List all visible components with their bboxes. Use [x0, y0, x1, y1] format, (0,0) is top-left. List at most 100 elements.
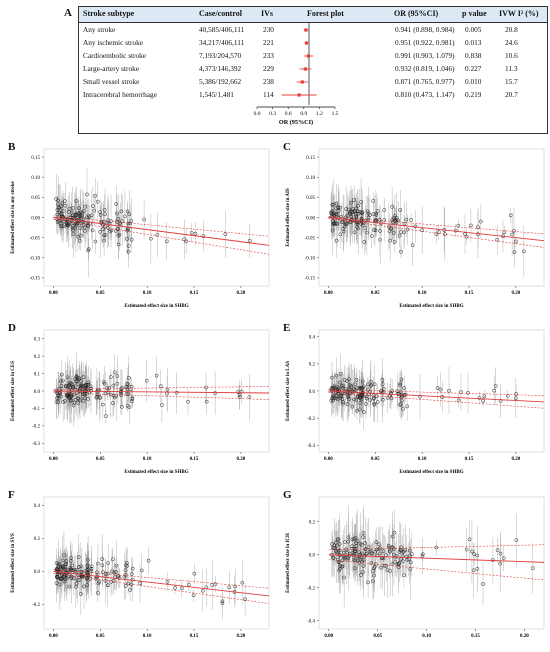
data-point	[334, 201, 339, 206]
data-point	[344, 221, 349, 226]
data-point	[456, 223, 461, 228]
y-tick-label: 0.00	[31, 216, 40, 221]
table-cell-or-text: 0.991 (0.903, 1.079)	[395, 51, 455, 60]
data-point	[77, 578, 82, 582]
y-tick-label: 0.0	[34, 570, 41, 575]
data-point	[346, 556, 351, 560]
x-axis-label: Estimated effect size in SHBG	[399, 470, 463, 475]
data-point	[96, 561, 100, 566]
data-point	[59, 384, 64, 388]
data-point	[54, 581, 59, 585]
data-point	[98, 229, 103, 234]
data-point	[130, 577, 135, 582]
data-point	[130, 566, 135, 571]
forest-point	[304, 41, 309, 45]
data-point	[79, 379, 84, 384]
data-point	[108, 392, 113, 397]
forest-point	[300, 80, 304, 84]
data-point	[115, 381, 120, 386]
header-or: OR (95%CI)	[394, 9, 439, 18]
y-tick-label: -0.1	[32, 407, 40, 412]
data-point	[68, 396, 72, 401]
table-cell-ivs: 229	[263, 64, 274, 73]
y-tick-label: 0.2	[34, 355, 41, 360]
data-point	[349, 210, 354, 215]
data-point	[89, 564, 94, 569]
data-point	[340, 383, 344, 388]
forest-point	[304, 28, 308, 32]
data-point	[101, 220, 106, 224]
data-point	[365, 209, 370, 214]
data-point	[492, 388, 497, 393]
forest-tick-label: 1.5	[332, 111, 339, 117]
data-point	[477, 396, 482, 400]
forest-tick-label: 1.2	[316, 111, 323, 117]
data-point	[405, 404, 409, 409]
data-point	[409, 217, 413, 222]
data-point	[392, 216, 397, 220]
data-point	[102, 381, 107, 386]
data-point	[337, 388, 341, 393]
data-point	[453, 228, 458, 233]
data-point	[400, 559, 405, 563]
data-point	[55, 567, 60, 572]
data-point	[193, 231, 198, 236]
x-axis-label: Estimated effect size in SHBG	[124, 304, 188, 309]
data-point	[55, 572, 60, 577]
data-point	[364, 394, 369, 399]
data-point	[114, 394, 119, 398]
data-point	[103, 224, 107, 229]
data-point	[115, 211, 119, 216]
data-point	[378, 551, 382, 556]
data-point	[77, 565, 81, 569]
ci-lower-line	[53, 218, 270, 255]
data-point	[113, 575, 117, 580]
fit-line	[328, 554, 545, 563]
data-point	[64, 561, 69, 566]
data-point	[63, 199, 67, 203]
data-point	[396, 565, 401, 569]
data-point	[117, 232, 122, 237]
x-tick-label: 0.00	[324, 291, 333, 296]
data-point	[335, 538, 340, 542]
data-point	[365, 230, 369, 235]
data-point	[361, 531, 366, 535]
y-tick-label: -0.2	[32, 425, 40, 430]
data-point	[374, 213, 379, 217]
data-point	[240, 580, 245, 585]
x-tick-label: 0.20	[512, 457, 521, 462]
panel-a-letter: A	[64, 7, 72, 19]
data-point	[85, 215, 89, 220]
data-point	[102, 208, 107, 212]
data-point	[352, 551, 357, 556]
data-point	[95, 591, 100, 595]
data-point	[397, 233, 402, 238]
data-point	[65, 375, 70, 380]
header-p-value: p value	[462, 9, 487, 18]
data-point	[330, 203, 335, 207]
y-tick-label: -0.15	[30, 277, 41, 282]
forest-point	[303, 67, 308, 71]
data-point	[381, 386, 386, 391]
data-point	[83, 225, 87, 230]
x-tick-label: 0.00	[324, 634, 333, 639]
panel-f-letter: F	[8, 489, 15, 501]
data-point	[512, 250, 517, 254]
data-point	[158, 384, 163, 388]
x-tick-label: 0.05	[96, 457, 105, 462]
data-point	[379, 565, 383, 570]
data-point	[359, 210, 364, 215]
y-axis-label: Estimated effect size in CES	[11, 361, 16, 421]
data-point	[354, 214, 359, 219]
data-point	[512, 229, 516, 233]
data-point	[79, 233, 83, 238]
data-point	[386, 225, 391, 229]
table-cell-cases: 1,545/1,481	[199, 90, 234, 99]
data-point	[144, 378, 149, 383]
y-tick-label: 0.1	[34, 372, 41, 377]
data-point	[336, 209, 341, 213]
data-point	[336, 205, 341, 210]
data-point	[100, 557, 105, 561]
data-point	[179, 586, 184, 591]
data-point	[114, 570, 118, 574]
